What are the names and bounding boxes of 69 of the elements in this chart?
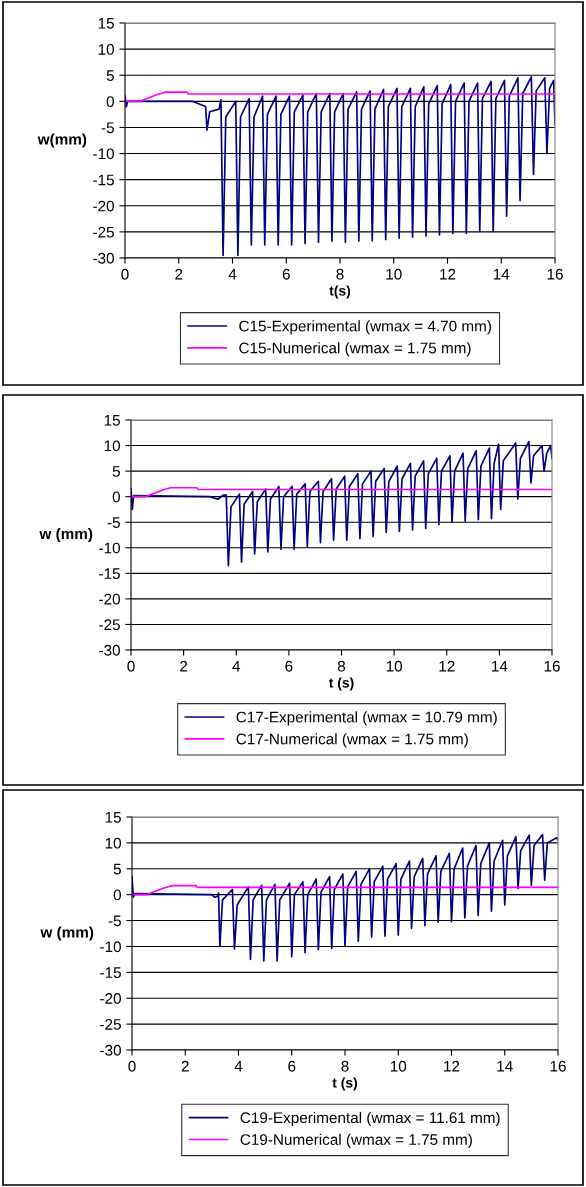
x-tick-label: 0 (128, 1060, 136, 1072)
x-tick-label: 14 (493, 268, 510, 280)
y-tick-label: -10 (100, 941, 121, 953)
y-tick-label: 15 (98, 18, 114, 29)
x-tick-label: 10 (386, 268, 402, 280)
x-tick-label: 16 (544, 660, 560, 672)
legend-label: C15-Numerical (wmax = 1.75 mm) (239, 342, 471, 357)
y-tick-label: -20 (100, 993, 121, 1004)
x-tick-label: 4 (232, 660, 241, 672)
x-tick-label: 2 (181, 1060, 189, 1072)
y-tick-label: 10 (104, 440, 120, 452)
x-tick-label: 14 (492, 660, 508, 672)
y-tick-label: -30 (99, 644, 120, 656)
x-tick-label: 2 (175, 268, 183, 280)
x-tick-label: 6 (282, 268, 290, 280)
x-tick-label: 4 (234, 1060, 243, 1072)
x-tick-label: 8 (341, 1060, 349, 1072)
y-axis-title: w (mm) (40, 926, 94, 941)
x-axis-title: t (s) (332, 1077, 358, 1091)
y-axis-title: w(mm) (37, 133, 87, 148)
y-tick-label: 5 (106, 70, 114, 81)
x-axis-title: t (s) (328, 677, 354, 691)
y-axis-title: w (mm) (39, 527, 93, 543)
y-tick-label: -15 (99, 568, 120, 580)
y-tick-label: -10 (93, 148, 114, 160)
legend-label: C15-Experimental (wmax = 4.70 mm) (239, 320, 491, 335)
x-tick-label: 6 (285, 660, 293, 672)
y-tick-label: -20 (93, 200, 114, 212)
legend-label: C19-Experimental (wmax = 11.61 mm) (240, 1111, 500, 1127)
x-tick-label: 4 (228, 268, 237, 280)
y-tick-label: -30 (93, 252, 114, 264)
x-tick-label: 12 (439, 660, 455, 672)
y-tick-label: 10 (98, 43, 114, 55)
y-tick-label: 0 (106, 96, 114, 108)
y-tick-label: 0 (112, 491, 120, 503)
legend-label: C17-Experimental (wmax = 10.79 mm) (236, 711, 497, 726)
y-tick-label: 5 (112, 466, 120, 477)
x-tick-label: 6 (288, 1060, 296, 1072)
y-tick-label: 15 (105, 812, 121, 823)
y-tick-label: 10 (105, 837, 121, 849)
y-tick-label: -5 (107, 517, 120, 528)
x-axis-title: t(s) (329, 285, 351, 299)
legend-label: C19-Numerical (wmax = 1.75 mm) (240, 1133, 472, 1148)
y-tick-label: -10 (99, 542, 120, 554)
y-tick-label: 5 (113, 863, 121, 875)
y-tick-label: 0 (113, 889, 121, 901)
y-tick-label: -25 (99, 619, 120, 631)
x-tick-label: 10 (386, 660, 403, 672)
x-tick-label: 12 (440, 268, 456, 280)
y-tick-label: -5 (108, 915, 121, 927)
x-tick-label: 16 (550, 1060, 566, 1072)
y-tick-label: -15 (100, 967, 121, 979)
y-tick-label: -30 (100, 1044, 121, 1056)
y-tick-label: -25 (93, 226, 114, 238)
y-tick-label: -25 (100, 1018, 121, 1030)
y-tick-label: 15 (104, 415, 120, 426)
y-tick-label: -5 (101, 122, 114, 134)
x-tick-label: 14 (497, 1060, 513, 1072)
x-tick-label: 12 (444, 1060, 460, 1072)
x-tick-label: 2 (180, 660, 188, 672)
y-tick-label: -20 (99, 593, 120, 605)
x-tick-label: 16 (547, 268, 563, 280)
x-tick-label: 10 (390, 1060, 407, 1072)
legend-label: C17-Numerical (wmax = 1.75 mm) (236, 733, 468, 748)
x-tick-label: 8 (336, 268, 344, 280)
x-tick-label: 0 (127, 660, 135, 672)
x-tick-label: 8 (337, 660, 346, 672)
x-tick-label: 0 (121, 268, 129, 280)
y-tick-label: -15 (93, 174, 114, 186)
